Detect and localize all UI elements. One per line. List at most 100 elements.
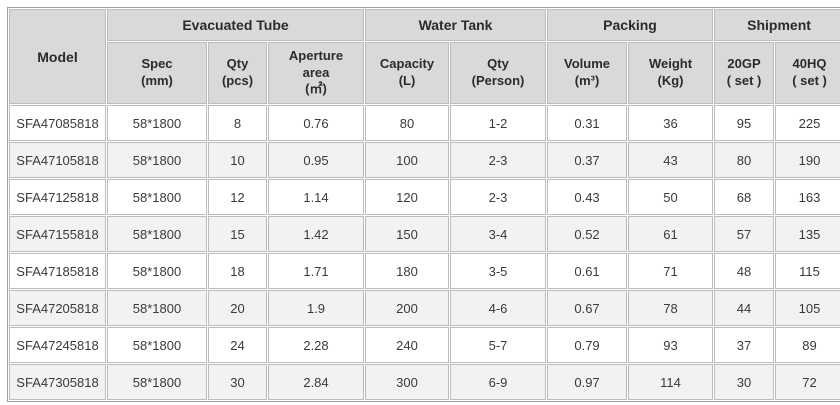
value-cell: 24	[208, 327, 267, 363]
value-cell: 20	[208, 290, 267, 326]
value-cell: 68	[714, 179, 775, 215]
group-header-row: Model Evacuated Tube Water Tank Packing …	[9, 9, 840, 104]
value-cell: 150	[365, 216, 450, 252]
value-cell: 163	[775, 179, 840, 215]
model-cell: SFA47125818	[9, 179, 106, 215]
value-cell: 2-3	[450, 179, 547, 215]
value-cell: 0.95	[268, 142, 365, 178]
header-cell-person-qty: Qty (Person)	[450, 42, 547, 104]
value-cell: 2.84	[268, 364, 365, 400]
value-cell: 5-7	[450, 327, 547, 363]
value-cell: 8	[208, 105, 267, 141]
value-cell: 44	[714, 290, 775, 326]
value-cell: 58*1800	[107, 327, 207, 363]
table-header: Model Evacuated Tube Water Tank Packing …	[9, 9, 840, 104]
value-cell: 6-9	[450, 364, 547, 400]
sub-header-row: Spec (mm) Qty (pcs) Aperture area (㎡) Ca…	[9, 42, 840, 104]
header-cell-aperture-area: Aperture area (㎡)	[268, 42, 365, 104]
table-row: SFA47205818 58*1800 20 1.9 200 4-6 0.67 78 44 105	[9, 290, 840, 326]
table-body: SFA47085818 58*1800 8 0.76 80 1-2 0.31 36 95 225 S…	[9, 105, 840, 400]
header-cell-water-tank: Water Tank	[365, 9, 547, 41]
value-cell: 36	[628, 105, 714, 141]
header-cell-40hq: 40HQ ( set )	[775, 42, 840, 104]
value-cell: 0.52	[547, 216, 628, 252]
value-cell: 58*1800	[107, 216, 207, 252]
model-cell: SFA47085818	[9, 105, 106, 141]
value-cell: 115	[775, 253, 840, 289]
value-cell: 30	[208, 364, 267, 400]
model-cell: SFA47155818	[9, 216, 106, 252]
value-cell: 0.79	[547, 327, 628, 363]
value-cell: 0.37	[547, 142, 628, 178]
value-cell: 0.61	[547, 253, 628, 289]
value-cell: 58*1800	[107, 105, 207, 141]
value-cell: 0.31	[547, 105, 628, 141]
model-cell: SFA47205818	[9, 290, 106, 326]
value-cell: 1.9	[268, 290, 365, 326]
value-cell: 10	[208, 142, 267, 178]
table-row: SFA47105818 58*1800 10 0.95 100 2-3 0.37 43 80 19…	[9, 142, 840, 178]
value-cell: 200	[365, 290, 450, 326]
model-cell: SFA47185818	[9, 253, 106, 289]
value-cell: 100	[365, 142, 450, 178]
value-cell: 72	[775, 364, 840, 400]
model-cell: SFA47105818	[9, 142, 106, 178]
table-row: SFA47245818 58*1800 24 2.28 240 5-7 0.79 93 37 89	[9, 327, 840, 363]
value-cell: 114	[628, 364, 714, 400]
value-cell: 120	[365, 179, 450, 215]
value-cell: 2.28	[268, 327, 365, 363]
value-cell: 30	[714, 364, 775, 400]
value-cell: 18	[208, 253, 267, 289]
header-cell-weight: Weight (Kg)	[628, 42, 714, 104]
value-cell: 190	[775, 142, 840, 178]
value-cell: 89	[775, 327, 840, 363]
value-cell: 0.97	[547, 364, 628, 400]
table-row: SFA47125818 58*1800 12 1.14 120 2-3 0.43 50 68 16…	[9, 179, 840, 215]
value-cell: 48	[714, 253, 775, 289]
value-cell: 15	[208, 216, 267, 252]
spec-table-container: Model Evacuated Tube Water Tank Packing …	[7, 7, 840, 402]
model-cell: SFA47305818	[9, 364, 106, 400]
header-cell-capacity: Capacity (L)	[365, 42, 450, 104]
value-cell: 58*1800	[107, 179, 207, 215]
header-cell-volume: Volume (m³)	[547, 42, 628, 104]
value-cell: 57	[714, 216, 775, 252]
value-cell: 1.42	[268, 216, 365, 252]
value-cell: 225	[775, 105, 840, 141]
value-cell: 180	[365, 253, 450, 289]
value-cell: 58*1800	[107, 142, 207, 178]
value-cell: 71	[628, 253, 714, 289]
header-cell-shipment: Shipment	[714, 9, 840, 41]
value-cell: 80	[365, 105, 450, 141]
value-cell: 135	[775, 216, 840, 252]
header-cell-spec: Spec (mm)	[107, 42, 207, 104]
table-row: SFA47085818 58*1800 8 0.76 80 1-2 0.31 36 95 225	[9, 105, 840, 141]
value-cell: 300	[365, 364, 450, 400]
header-cell-model: Model	[9, 9, 106, 104]
value-cell: 0.43	[547, 179, 628, 215]
value-cell: 50	[628, 179, 714, 215]
value-cell: 58*1800	[107, 253, 207, 289]
header-cell-20gp: 20GP ( set )	[714, 42, 775, 104]
table-row: SFA47185818 58*1800 18 1.71 180 3-5 0.61 71 48 11…	[9, 253, 840, 289]
table-row: SFA47305818 58*1800 30 2.84 300 6-9 0.97 114 30 7…	[9, 364, 840, 400]
header-cell-evacuated-tube: Evacuated Tube	[107, 9, 365, 41]
value-cell: 1.71	[268, 253, 365, 289]
value-cell: 58*1800	[107, 364, 207, 400]
value-cell: 3-5	[450, 253, 547, 289]
value-cell: 93	[628, 327, 714, 363]
value-cell: 105	[775, 290, 840, 326]
value-cell: 37	[714, 327, 775, 363]
value-cell: 80	[714, 142, 775, 178]
value-cell: 1.14	[268, 179, 365, 215]
table-row: SFA47155818 58*1800 15 1.42 150 3-4 0.52 61 57 13…	[9, 216, 840, 252]
model-cell: SFA47245818	[9, 327, 106, 363]
value-cell: 78	[628, 290, 714, 326]
value-cell: 4-6	[450, 290, 547, 326]
value-cell: 0.67	[547, 290, 628, 326]
header-cell-packing: Packing	[547, 9, 714, 41]
value-cell: 1-2	[450, 105, 547, 141]
value-cell: 240	[365, 327, 450, 363]
value-cell: 3-4	[450, 216, 547, 252]
